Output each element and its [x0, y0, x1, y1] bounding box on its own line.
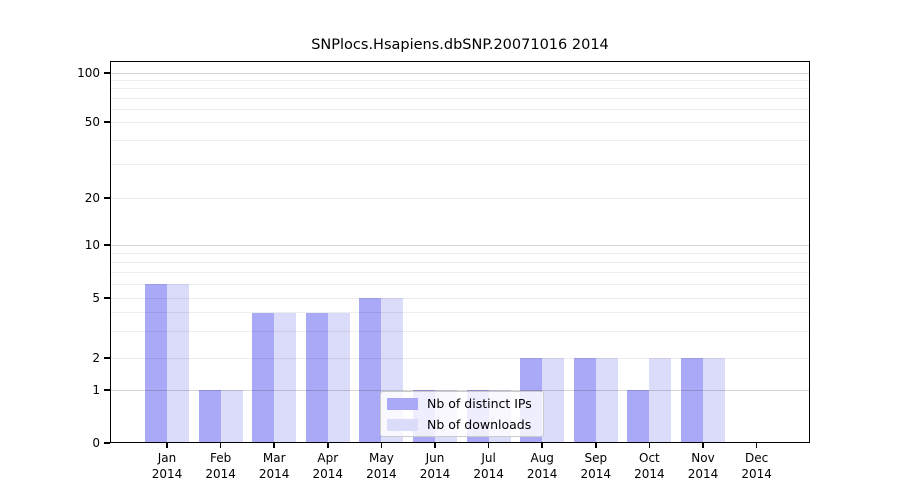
x-axis-tick: [487, 443, 490, 448]
x-axis-month-label: Sep 2014: [580, 451, 612, 481]
bar-distinct-ips: [252, 312, 275, 443]
y-axis-tick: [104, 244, 110, 246]
x-axis-tick: [755, 443, 758, 448]
bar-distinct-ips: [573, 358, 596, 443]
x-axis-month-label: Jun 2014: [419, 451, 451, 481]
y-axis-tick: [104, 389, 110, 391]
y-axis-tick-label: 1: [92, 383, 100, 397]
legend-item-downloads: Nb of downloads: [387, 416, 543, 434]
x-axis-tick: [166, 443, 168, 448]
y-axis-tick: [104, 72, 110, 74]
bar-distinct-ips: [359, 298, 382, 443]
y-axis-tick: [104, 121, 110, 123]
x-axis-month-label: Dec 2014: [741, 451, 772, 481]
bar-downloads: [274, 312, 297, 443]
x-axis-month-label: Feb 2014: [205, 451, 236, 481]
bar-distinct-ips: [305, 312, 328, 443]
bar-downloads: [167, 284, 189, 443]
bar-distinct-ips: [145, 284, 167, 443]
bar-downloads: [649, 358, 672, 443]
y-axis-tick-label: 50: [84, 115, 100, 129]
y-axis-tick: [104, 357, 110, 359]
x-axis-month-label: Jul 2014: [473, 451, 504, 481]
bar-downloads: [327, 312, 350, 443]
bar-downloads: [595, 358, 618, 443]
x-axis-tick: [273, 443, 275, 448]
y-axis-tick: [104, 297, 110, 299]
legend-swatch-downloads: [387, 418, 418, 431]
x-axis-tick: [541, 443, 543, 448]
y-axis-tick-label: 0: [92, 436, 100, 450]
legend-item-distinct-ips: Nb of distinct IPs: [387, 395, 543, 413]
chart-title: SNPlocs.Hsapiens.dbSNP.20071016 2014: [311, 37, 609, 53]
x-axis-month-label: Oct 2014: [634, 451, 665, 481]
legend: Nb of distinct IPs Nb of downloads: [380, 391, 544, 437]
x-axis-month-label: Jan 2014: [151, 451, 183, 481]
bar-downloads: [542, 358, 565, 443]
bar-distinct-ips: [198, 390, 221, 443]
y-axis-tick-label: 5: [92, 291, 100, 305]
bars-layer: [110, 61, 810, 443]
bar-downloads: [703, 358, 725, 443]
x-axis-month-label: Apr 2014: [312, 451, 344, 481]
x-axis-month-label: Nov 2014: [687, 451, 719, 481]
plot-area: [110, 61, 810, 443]
x-axis-month-label: May 2014: [366, 451, 397, 481]
y-axis-tick-label: 10: [84, 238, 100, 252]
x-axis-month-label: Mar 2014: [258, 451, 290, 481]
bar-distinct-ips: [681, 358, 703, 443]
legend-label-distinct-ips: Nb of distinct IPs: [427, 395, 532, 411]
y-axis-tick-label: 20: [84, 191, 100, 205]
y-axis-tick-label: 2: [92, 351, 100, 365]
bar-distinct-ips: [627, 390, 650, 443]
x-axis-tick: [434, 443, 436, 448]
x-axis-tick: [219, 443, 222, 448]
bar-downloads: [220, 390, 243, 443]
legend-label-downloads: Nb of downloads: [427, 416, 532, 432]
x-axis-tick: [595, 443, 597, 448]
x-axis-tick: [648, 443, 651, 448]
x-axis-month-label: Aug 2014: [526, 451, 558, 481]
legend-swatch-distinct-ips: [387, 397, 418, 410]
x-axis-tick: [327, 443, 329, 448]
y-axis-tick: [104, 442, 110, 444]
x-axis-tick: [380, 443, 383, 448]
x-axis-tick: [702, 443, 704, 448]
y-axis-tick: [104, 197, 110, 199]
y-axis-tick-label: 100: [77, 66, 100, 80]
